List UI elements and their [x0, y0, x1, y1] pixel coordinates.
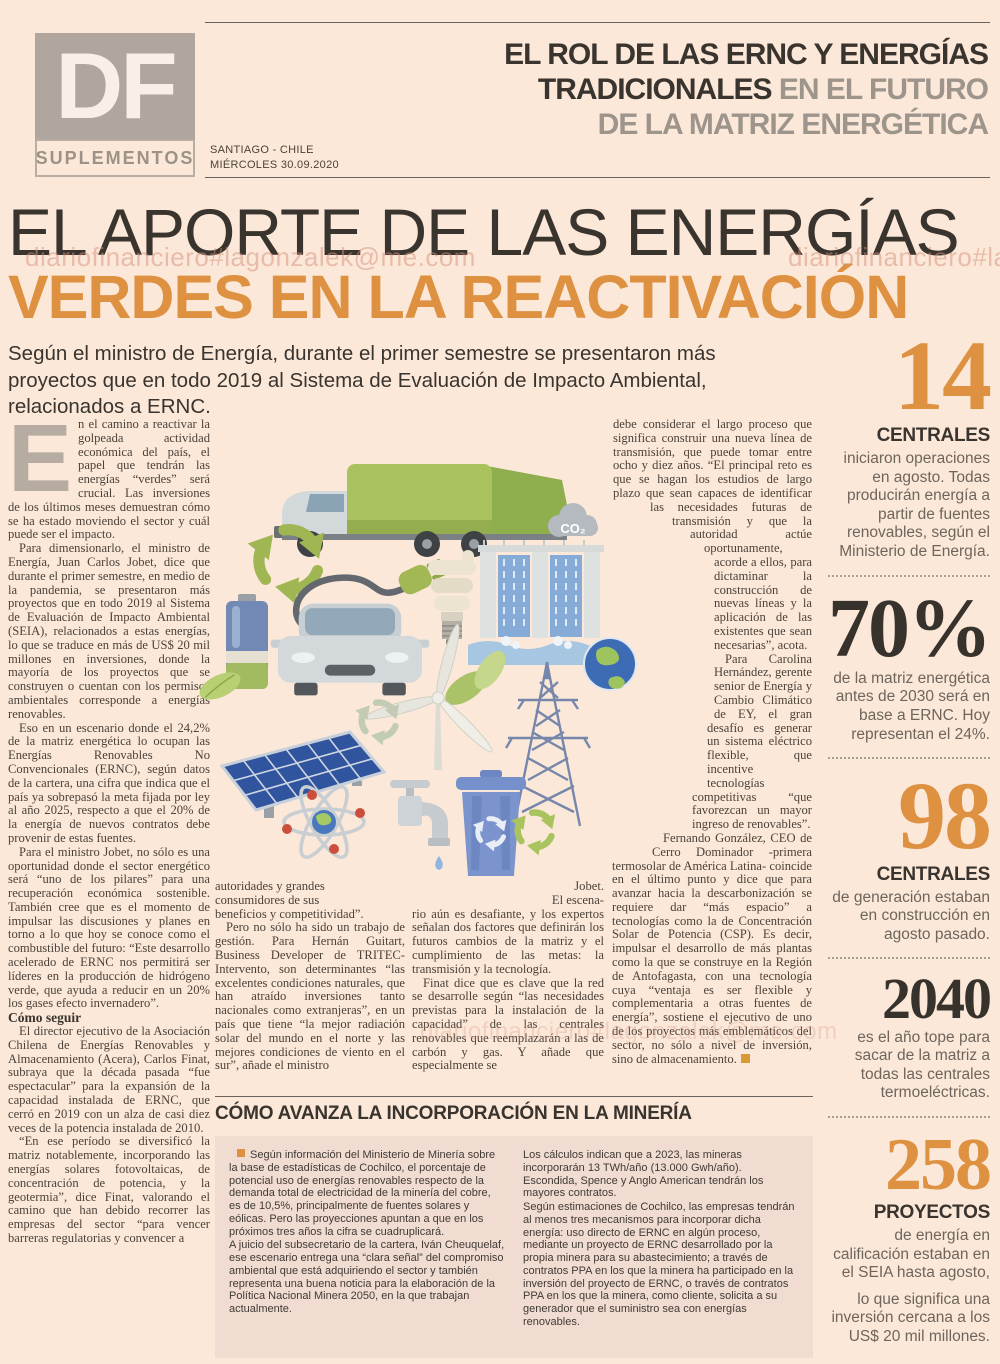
article-column-4: debe considerar el largo proceso que sig…: [612, 417, 813, 1067]
stat-number: 14: [894, 320, 992, 431]
stats-sidebar: 14 CENTRALES iniciaron operaciones en ag…: [828, 320, 992, 1347]
water-faucet-icon: [390, 780, 450, 870]
paragraph: Los cálculos indican que a 2023, las min…: [523, 1149, 764, 1200]
recycling-symbol-icon: [245, 530, 324, 606]
co2-cloud-icon: CO₂: [548, 503, 598, 537]
earth-globe-icon: [583, 637, 637, 691]
transmission-tower-icon: [504, 661, 592, 827]
dateline: SANTIAGO - CHILE MIÉRCOLES 30.09.2020: [210, 143, 339, 174]
dotted-divider: [828, 957, 990, 960]
paragraph: Para Carolina Hernández, gerente senior …: [692, 651, 812, 832]
mining-divider: [215, 1096, 813, 1097]
garbage-truck-icon: [274, 464, 572, 557]
green-energy-illustration: CO₂: [199, 464, 637, 876]
article-end-mark: [740, 1053, 750, 1063]
atom-icon: [282, 785, 366, 859]
dotted-divider: [828, 1116, 990, 1119]
kicker-line2-dark: TRADICIONALES: [537, 72, 773, 106]
mining-column-left: Según información del Ministerio de Mine…: [229, 1149, 505, 1345]
paragraph-text: Fernando González, CEO de Cerro Dominado…: [612, 830, 813, 1066]
article-column-1: E n el camino a reactivar la golpeada ac…: [8, 405, 210, 1246]
paragraph: autoridades y grandes consumidores de su…: [215, 879, 364, 921]
stat-item-70pct: 70% de la matriz energética antes de 203…: [828, 581, 992, 745]
stat-number: 70%: [828, 581, 992, 675]
deck: Según el ministro de Energía, durante el…: [8, 342, 716, 419]
headline-line1: EL APORTE DE LAS ENERGÍAS: [8, 195, 960, 269]
df-logo-text: DF: [55, 33, 177, 138]
wind-turbine-icon: [364, 624, 493, 770]
kicker-line1: EL ROL DE LAS ERNC Y ENERGÍAS: [504, 38, 989, 71]
dotted-divider: [828, 574, 990, 577]
paragraph: n el camino a reactivar la golpeada acti…: [8, 417, 210, 542]
recycling-symbol-small-icon: [354, 703, 399, 747]
mining-column-right: Los cálculos indican que a 2023, las min…: [523, 1149, 799, 1345]
stat-description: de la matriz energética antes de 2030 se…: [833, 669, 990, 743]
stat-number: 258: [885, 1124, 992, 1207]
mining-section-title: CÓMO AVANZA LA INCORPORACIÓN EN LA MINER…: [215, 1103, 692, 1124]
stat-item-centrales-98: 98 CENTRALES de generación estaban en co…: [828, 762, 992, 944]
paragraph: El director ejecutivo de la Asociación C…: [8, 1024, 210, 1135]
section-kicker: EL ROL DE LAS ERNC Y ENERGÍAS TRADICIONA…: [348, 38, 989, 142]
cfl-bulb-icon: [428, 550, 476, 645]
df-logo: DF: [35, 33, 195, 139]
stat-description: de energía en calificación estaban en el…: [833, 1227, 990, 1282]
recycling-symbol-green-icon: [510, 813, 555, 857]
headline-line2: VERDES EN LA REACTIVACIÓN: [8, 263, 909, 331]
article-column-2: autoridades y grandes consumidores de su…: [215, 879, 405, 1073]
header-bottom-rule: [205, 177, 990, 178]
paragraph: rio aún es desafiante, y los expertos se…: [412, 906, 604, 976]
bullet-icon: [237, 1149, 245, 1157]
dateline-location: SANTIAGO - CHILE: [210, 144, 314, 156]
paragraph: Fernando González, CEO de Cerro Dominado…: [612, 830, 813, 1067]
recycle-bin-icon: [456, 770, 526, 876]
stat-number: 2040: [882, 966, 992, 1032]
kicker-line3: DE LA MATRIZ ENERGÉTICA: [597, 107, 989, 141]
paragraph: Eso en un escenario donde el 24,2% de la…: [8, 720, 210, 845]
paragraph: Para dimensionarlo, el ministro de Energ…: [8, 541, 210, 721]
paragraph: Para el ministro Jobet, no sólo es una o…: [8, 844, 210, 1011]
paragraph: “En ese período se diversificó la matriz…: [8, 1134, 210, 1246]
header-top-rule: [205, 22, 990, 23]
stat-item-centrales-14: 14 CENTRALES iniciaron operaciones en ag…: [828, 320, 992, 562]
stat-description: es el año tope para sacar de la matriz a…: [854, 1028, 990, 1102]
suplementos-label: SUPLEMENTOS: [35, 139, 195, 177]
hydro-dam-icon: [468, 540, 618, 665]
paragraph: Según estimaciones de Cochilco, las empr…: [523, 1201, 795, 1328]
stat-number: 98: [898, 762, 992, 870]
paragraph: El escena-: [551, 892, 604, 907]
solar-panel-icon: [219, 730, 387, 818]
stat-description-2: lo que significa una inversión cercana a…: [831, 1290, 990, 1346]
stat-item-proyectos-258: 258 PROYECTOS de energía en calificación…: [828, 1124, 992, 1347]
paragraph: Pero no sólo ha sido un trabajo de gesti…: [215, 920, 405, 1073]
stat-description: iniciaron operaciones en agosto. Todas p…: [839, 450, 990, 560]
drop-cap: E: [8, 405, 73, 512]
paragraph: A juicio del subsecretario de la cartera…: [229, 1239, 505, 1315]
paragraph: Jobet.: [574, 879, 604, 893]
stat-item-2040: 2040 es el año tope para sacar de la mat…: [828, 966, 992, 1103]
stat-unit: PROYECTOS: [873, 1202, 991, 1224]
stat-description: de generación estaban en construcción en…: [832, 888, 990, 943]
stat-unit: CENTRALES: [876, 863, 991, 885]
subheading: Cómo seguir: [8, 1010, 82, 1026]
dateline-date: MIÉRCOLES 30.09.2020: [210, 159, 339, 172]
stat-unit: CENTRALES: [876, 425, 991, 446]
leaf-icon: [199, 672, 241, 700]
mining-highlight-box: Según información del Ministerio de Mine…: [215, 1136, 813, 1358]
svg-text:CO₂: CO₂: [560, 521, 586, 536]
paragraph: Finat dice que es clave que la red se de…: [412, 975, 604, 1073]
paragraph-text: Según información del Ministerio de Mine…: [229, 1149, 496, 1238]
dotted-divider: [828, 757, 990, 760]
paragraph: Según información del Ministerio de Mine…: [229, 1149, 505, 1238]
kicker-line2-gray: EN EL FUTURO: [771, 72, 989, 106]
article-column-3: Jobet. El escena- rio aún es desafiante,…: [412, 879, 604, 1073]
paragraph: debe considerar el largo proceso que sig…: [613, 417, 812, 652]
electric-car-icon: [270, 603, 430, 696]
battery-icon: [226, 594, 268, 689]
